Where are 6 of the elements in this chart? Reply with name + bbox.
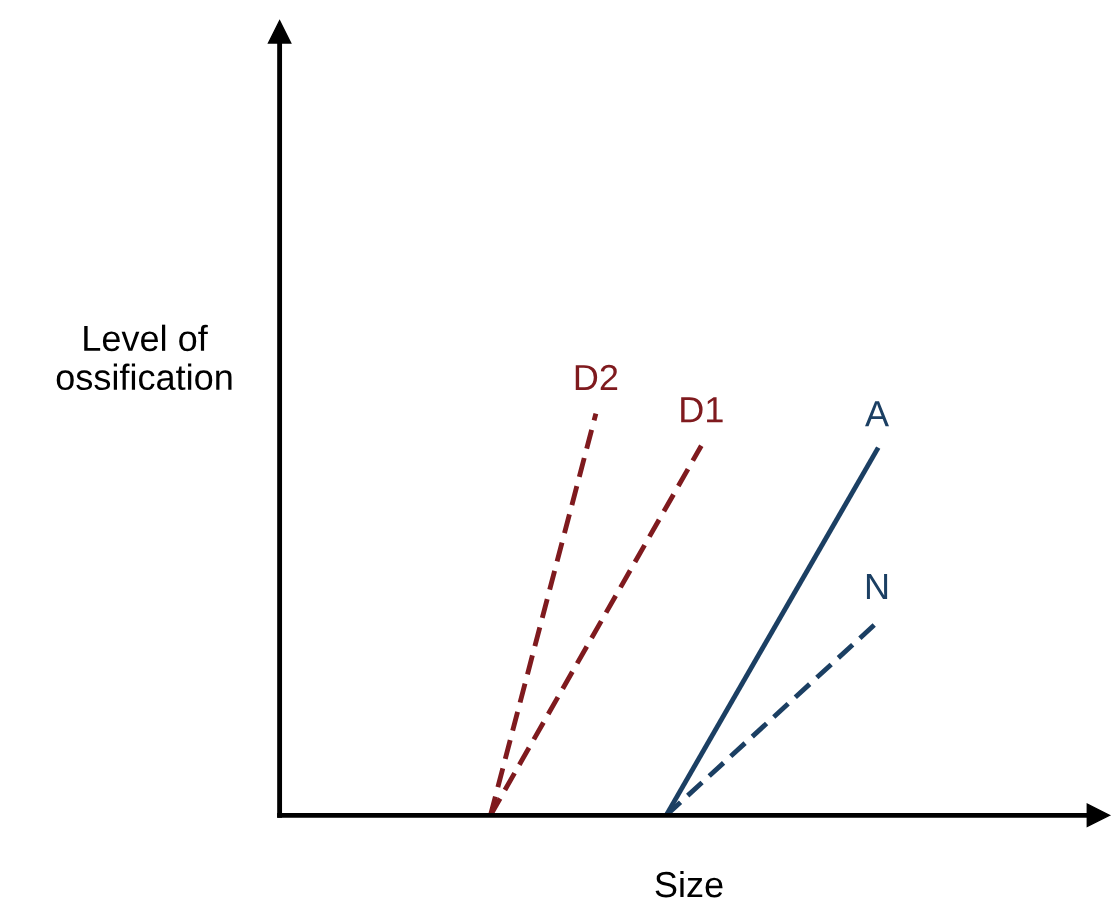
x-axis-title: Size <box>655 870 723 898</box>
series-label: N <box>866 574 888 599</box>
series-label: D2 <box>575 364 618 391</box>
series-label: A <box>865 401 889 427</box>
y-axis-title: Level of ossification <box>56 324 232 391</box>
series-label: D1 <box>681 397 723 423</box>
